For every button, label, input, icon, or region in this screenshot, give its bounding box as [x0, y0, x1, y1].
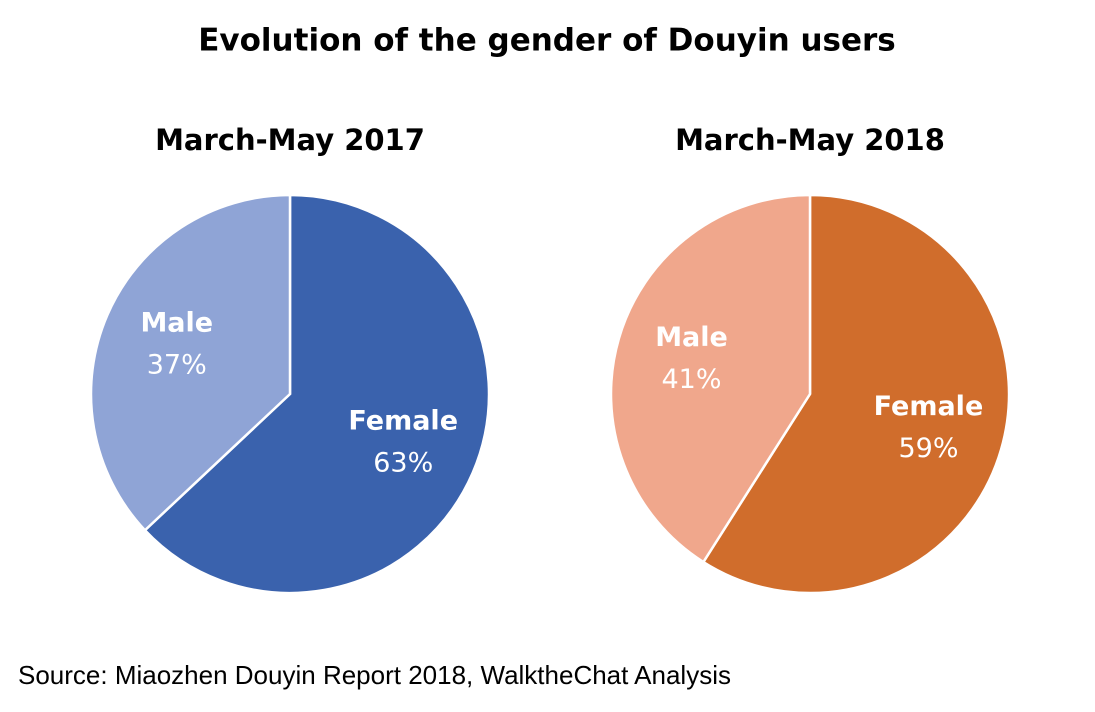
pie-slice: [89, 193, 292, 532]
pie-title: March-May 2017: [155, 123, 425, 157]
slice-name: Female: [348, 406, 458, 437]
slice-value: 41%: [662, 364, 722, 395]
slice-value: 63%: [373, 448, 433, 479]
slice-name: Male: [655, 322, 728, 353]
page-title: Evolution of the gender of Douyin users: [198, 23, 896, 59]
pie-slice: [701, 193, 1011, 595]
source: Source: Miaozhen Douyin Report 2018, Wal…: [18, 660, 731, 690]
slice-name: Female: [874, 391, 984, 422]
slice-name: Male: [140, 307, 213, 338]
pie-slice: [143, 193, 491, 595]
pie-slice: [609, 193, 812, 564]
pie-title: March-May 2018: [675, 123, 945, 157]
slice-value: 37%: [147, 349, 207, 380]
slice-value: 59%: [898, 433, 958, 464]
